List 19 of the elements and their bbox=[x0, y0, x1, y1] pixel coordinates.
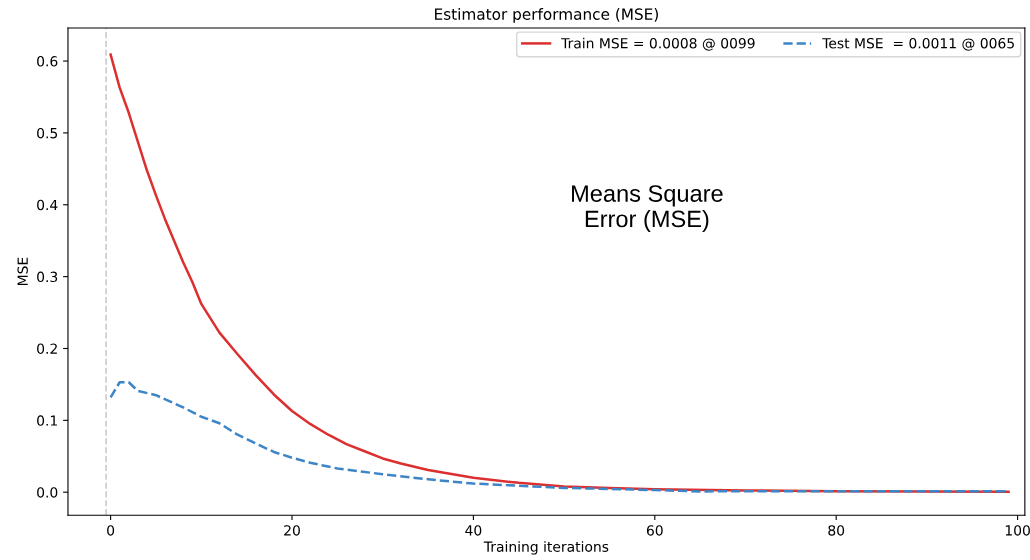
y-tick-label: 0.4 bbox=[37, 199, 58, 211]
x-tick-label: 60 bbox=[646, 525, 663, 536]
y-tick-label: 0.6 bbox=[37, 56, 58, 67]
y-tick-label: 0.3 bbox=[37, 271, 58, 283]
legend-label: Train MSE = 0.0008 @ 0099 bbox=[561, 37, 755, 51]
y-axis-title: MSE bbox=[17, 257, 28, 286]
x-tick-label: 100 bbox=[1005, 525, 1030, 536]
y-tick-label: 0.2 bbox=[37, 343, 57, 354]
y-tick-label: 0.1 bbox=[37, 415, 57, 426]
y-tick-label: 0.0 bbox=[37, 487, 58, 498]
x-tick-label: 80 bbox=[828, 525, 845, 536]
annotation: Means Square Error (MSE) bbox=[572, 185, 723, 232]
legend-label: Test MSE = 0.0011 @ 0065 bbox=[822, 37, 1014, 51]
x-tick-label: 0 bbox=[107, 525, 115, 536]
x-tick-label: 20 bbox=[284, 525, 300, 536]
y-tick-label: 0.5 bbox=[37, 127, 58, 139]
chart-title: Estimator performance (MSE) bbox=[435, 8, 658, 23]
x-tick-label: 40 bbox=[465, 525, 482, 536]
x-axis-title: Training iterations bbox=[483, 541, 609, 555]
